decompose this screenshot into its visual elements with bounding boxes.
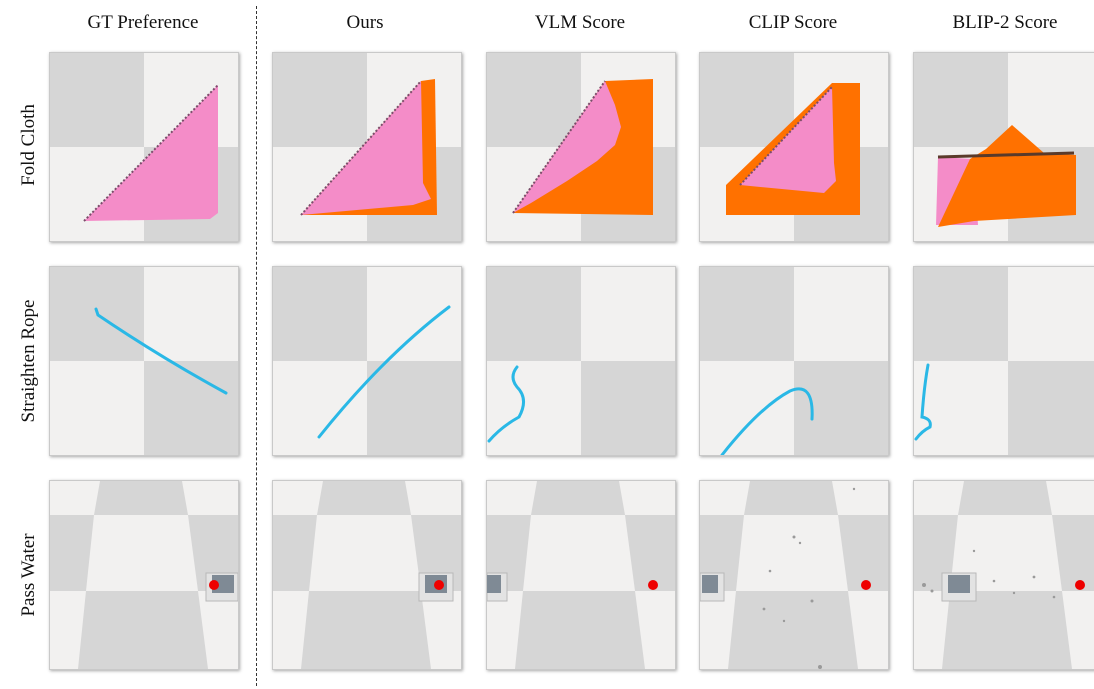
pass-water-gt-image — [49, 480, 239, 670]
pass-water-clip-image — [699, 480, 889, 670]
cloth-pink — [513, 81, 621, 213]
water-container — [941, 572, 977, 602]
target-dot — [434, 580, 444, 590]
cloth-pink — [301, 81, 431, 215]
divider-line — [256, 6, 257, 686]
straighten-rope-ours-image — [272, 266, 462, 456]
rope — [914, 363, 932, 441]
cloth-pink — [84, 85, 218, 221]
straighten-rope-blip2-image — [913, 266, 1094, 456]
cloth-pink — [740, 87, 836, 193]
rope — [487, 365, 525, 443]
row-label-fold-cloth: Fold Cloth — [18, 104, 39, 186]
rope — [317, 305, 451, 439]
pass-water-vlm-image — [486, 480, 676, 670]
target-dot — [861, 580, 871, 590]
column-header-gt: GT Preference — [87, 12, 199, 33]
pass-water-ours-image — [272, 480, 462, 670]
straighten-rope-gt-image — [49, 266, 239, 456]
rope — [720, 387, 814, 455]
rope — [94, 307, 228, 395]
cloth-orange — [938, 125, 1076, 227]
pass-water-blip2-image — [913, 480, 1094, 670]
column-header-vlm: VLM Score — [534, 12, 626, 33]
fold-cloth-gt-image — [49, 52, 239, 242]
target-dot — [209, 580, 219, 590]
water-container — [487, 572, 508, 602]
column-header-blip2: BLIP-2 Score — [952, 12, 1058, 33]
column-header-ours: Ours — [346, 12, 384, 33]
water-droplets — [762, 487, 856, 669]
fold-cloth-clip-image — [699, 52, 889, 242]
straighten-rope-clip-image — [699, 266, 889, 456]
water-droplets — [922, 549, 1056, 599]
water-container — [205, 572, 238, 602]
straighten-rope-vlm-image — [486, 266, 676, 456]
fold-cloth-blip2-image — [913, 52, 1094, 242]
column-header-clip: CLIP Score — [748, 12, 838, 33]
fold-cloth-ours-image — [272, 52, 462, 242]
target-dot — [648, 580, 658, 590]
water-container — [418, 572, 454, 602]
target-dot — [1075, 580, 1085, 590]
row-label-pass-water: Pass Water — [18, 533, 39, 617]
fold-cloth-vlm-image — [486, 52, 676, 242]
water-container — [700, 572, 725, 602]
row-label-straighten-rope: Straighten Rope — [18, 299, 39, 423]
